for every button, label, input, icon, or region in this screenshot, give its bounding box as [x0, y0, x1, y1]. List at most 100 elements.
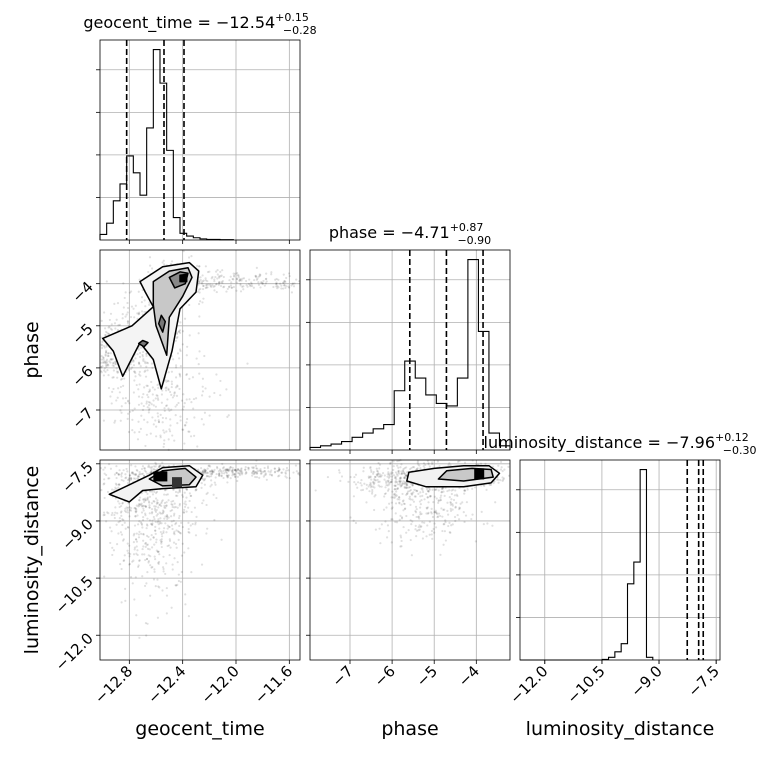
scatter-point — [395, 473, 399, 476]
scatter-point — [395, 480, 399, 484]
scatter-point — [199, 276, 202, 279]
scatter-point — [444, 539, 447, 542]
scatter-point — [362, 466, 365, 469]
scatter-point — [403, 507, 407, 511]
scatter-point — [144, 514, 147, 517]
scatter-point — [203, 477, 207, 480]
scatter-point — [166, 513, 169, 517]
scatter-point — [403, 502, 406, 506]
scatter-point — [394, 493, 397, 496]
scatter-point — [480, 510, 483, 513]
scatter-point — [201, 502, 204, 505]
scatter-point — [239, 284, 242, 287]
scatter-point — [201, 390, 205, 393]
scatter-point — [421, 537, 425, 540]
scatter-point — [418, 528, 421, 531]
scatter-point — [433, 531, 436, 534]
scatter-point — [144, 512, 147, 515]
scatter-point — [435, 497, 438, 500]
scatter-point — [118, 505, 121, 509]
scatter-point — [173, 502, 176, 505]
scatter-point — [463, 492, 466, 495]
scatter-point — [102, 361, 105, 365]
scatter-point — [383, 495, 386, 498]
scatter-point — [117, 370, 120, 373]
scatter-point — [406, 492, 409, 495]
scatter-point — [423, 466, 426, 470]
scatter-point — [201, 385, 204, 388]
scatter-point — [133, 506, 136, 510]
scatter-point — [157, 506, 160, 509]
scatter-point — [411, 483, 414, 486]
scatter-point — [403, 486, 406, 489]
scatter-point — [386, 475, 389, 478]
scatter-point — [167, 387, 170, 390]
scatter-point — [136, 553, 139, 557]
scatter-point — [151, 366, 154, 369]
scatter-point — [394, 502, 398, 505]
scatter-point — [236, 479, 239, 483]
scatter-point — [141, 408, 145, 411]
scatter-point — [161, 566, 165, 569]
scatter-point — [277, 278, 280, 281]
scatter-point — [417, 516, 420, 519]
scatter-point — [390, 471, 393, 474]
scatter-point — [147, 411, 150, 414]
scatter-point — [133, 431, 136, 434]
scatter-point — [128, 506, 131, 509]
scatter-point — [119, 520, 122, 523]
scatter-point — [259, 468, 262, 471]
scatter-point — [417, 492, 420, 495]
scatter-point — [181, 330, 185, 333]
scatter-point — [126, 509, 129, 512]
scatter-point — [238, 472, 241, 475]
scatter-point — [463, 461, 467, 464]
scatter-point — [133, 546, 137, 549]
scatter-point — [277, 286, 280, 289]
scatter-point — [175, 529, 178, 532]
scatter-point — [241, 277, 244, 280]
scatter-point — [175, 332, 179, 336]
scatter-point — [398, 498, 401, 501]
scatter-point — [208, 464, 211, 467]
scatter-point — [295, 278, 298, 281]
scatter-point — [425, 507, 429, 510]
scatter-point — [484, 462, 487, 465]
scatter-point — [204, 265, 207, 268]
scatter-point — [374, 479, 377, 482]
scatter-point — [201, 301, 204, 304]
scatter-point — [232, 278, 235, 281]
scatter-point — [456, 513, 459, 517]
scatter-point — [291, 283, 294, 286]
scatter-point — [115, 370, 119, 373]
scatter-point — [187, 547, 190, 550]
scatter-point — [419, 495, 422, 498]
x-tick-label: −12.0 — [506, 662, 551, 707]
scatter-point — [105, 358, 109, 361]
contour-inner — [157, 314, 167, 333]
scatter-point — [114, 506, 117, 509]
scatter-point — [402, 471, 405, 474]
scatter-point — [128, 402, 131, 405]
scatter-point — [169, 390, 172, 394]
scatter-point — [450, 489, 453, 492]
scatter-point — [237, 276, 240, 279]
scatter-point — [257, 281, 260, 284]
scatter-point — [154, 419, 157, 422]
scatter-point — [227, 474, 230, 477]
scatter-point — [390, 478, 393, 481]
scatter-point — [221, 279, 224, 283]
scatter-point — [447, 463, 450, 467]
scatter-point — [183, 442, 186, 445]
scatter-point — [386, 479, 389, 483]
scatter-point — [220, 475, 223, 478]
scatter-point — [102, 360, 105, 364]
scatter-point — [231, 470, 234, 473]
scatter-point — [175, 546, 178, 549]
scatter-point — [266, 467, 270, 470]
scatter-point — [153, 468, 156, 471]
scatter-point — [165, 531, 168, 534]
scatter-point — [242, 288, 245, 291]
scatter-point — [138, 362, 141, 366]
scatter-point — [485, 488, 488, 491]
